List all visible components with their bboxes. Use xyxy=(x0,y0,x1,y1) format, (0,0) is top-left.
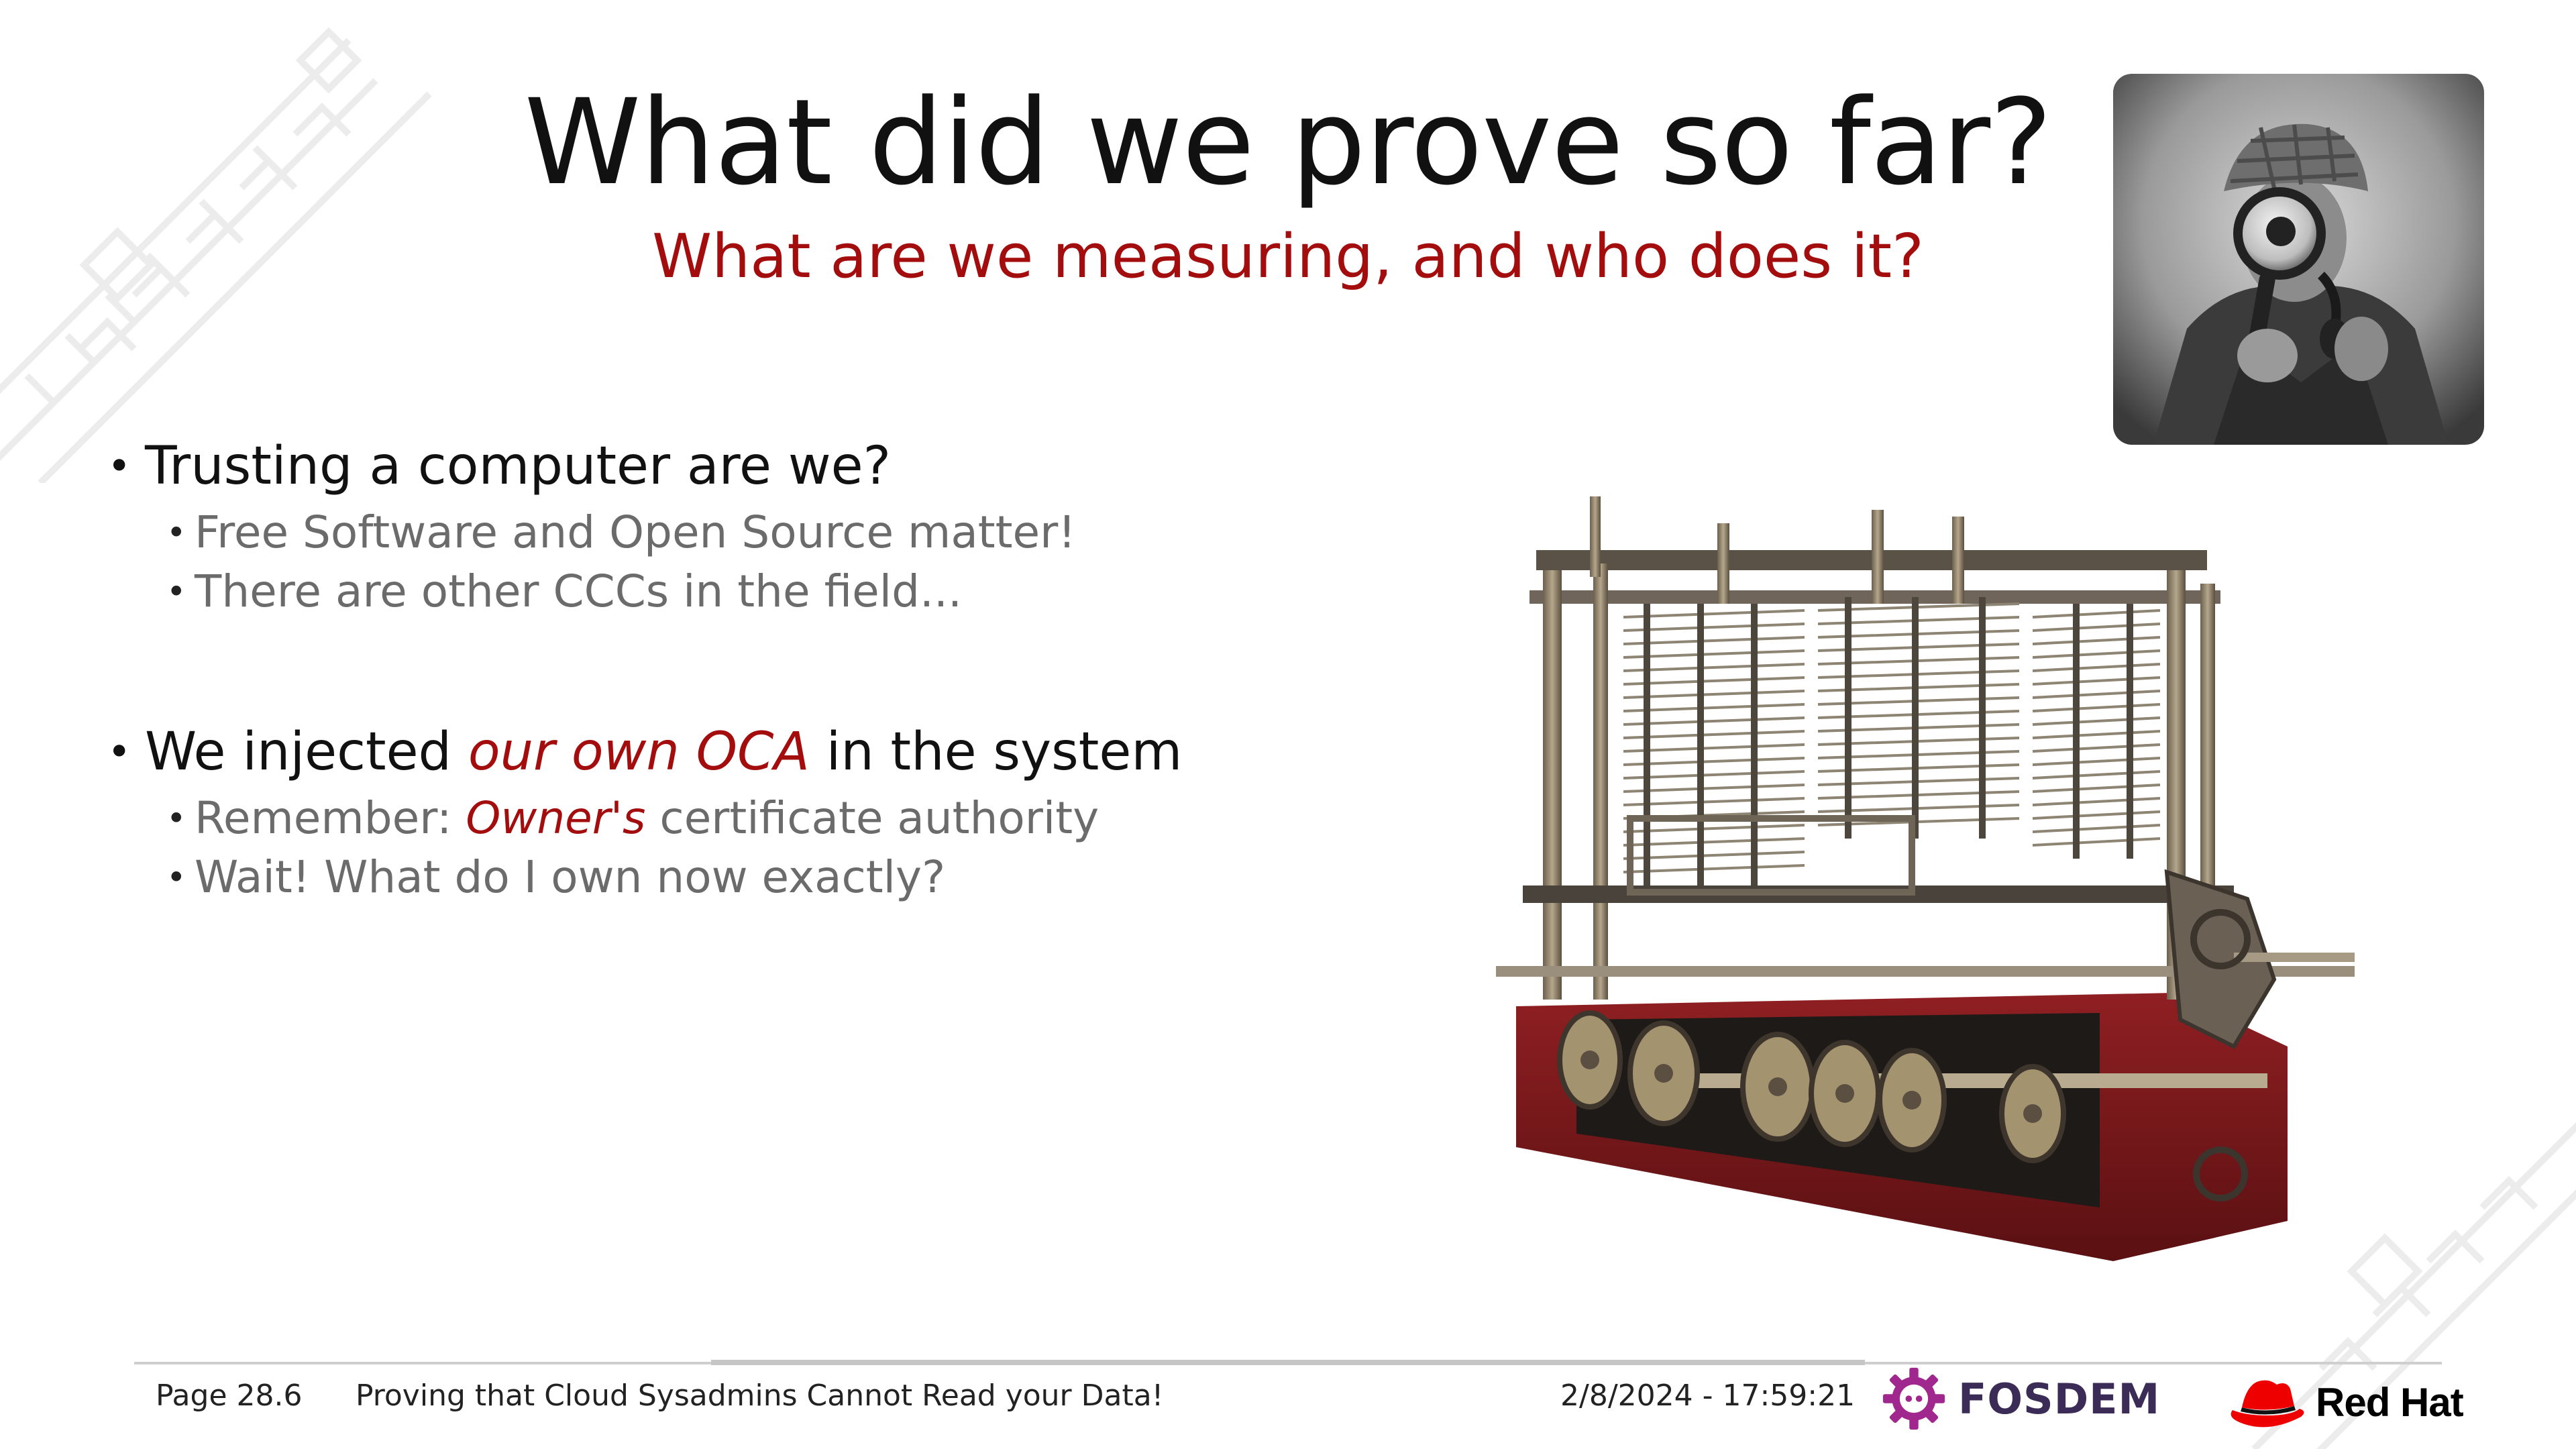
bullet-injected-oca-emphasis: our own OCA xyxy=(468,722,810,782)
footer-talk-title: Proving that Cloud Sysadmins Cannot Read… xyxy=(356,1379,1164,1413)
sub-bullet-other-cccs: There are other CCCs in the field... xyxy=(107,562,1449,621)
redhat-logo: Red Hat xyxy=(2227,1368,2464,1436)
sub-bullet-wait-what: Wait! What do I own now exactly? xyxy=(107,848,1449,907)
sub-bullet-free-software: Free Software and Open Source matter! xyxy=(107,503,1449,562)
fosdem-gear-icon xyxy=(1882,1367,1945,1430)
bullet-injected-oca-before: We injected xyxy=(145,722,468,782)
sub-bullet-remember-emphasis: Owner's xyxy=(466,792,646,844)
bullet-trusting-computer: Trusting a computer are we? xyxy=(107,429,1449,503)
footer-page-number: Page 28.6 xyxy=(156,1379,303,1413)
redhat-logo-text: Red Hat xyxy=(2316,1379,2464,1425)
slide-subtitle: What are we measuring, and who does it? xyxy=(652,221,1924,292)
sub-bullet-remember-owner: Remember: Owner's certificate authority xyxy=(107,789,1449,848)
analytical-engine-image xyxy=(1496,496,2355,1261)
decorative-pattern-top-left xyxy=(0,27,432,483)
fosdem-logo: FOSDEM xyxy=(1882,1362,2160,1436)
footer-progress-bar xyxy=(711,1360,1865,1365)
redhat-fedora-icon xyxy=(2231,1380,2304,1428)
detective-photo xyxy=(2113,74,2484,445)
sub-bullet-remember-after: certificate authority xyxy=(645,792,1099,844)
bullet-list: Trusting a computer are we? Free Softwar… xyxy=(107,429,1449,907)
bullet-injected-oca: We injected our own OCA in the system xyxy=(107,715,1449,789)
slide-title: What did we prove so far? xyxy=(524,74,2052,211)
sub-bullet-remember-before: Remember: xyxy=(195,792,466,844)
bullet-injected-oca-after: in the system xyxy=(809,722,1183,782)
decorative-pattern-bottom-right xyxy=(2251,1122,2576,1449)
fosdem-logo-text: FOSDEM xyxy=(1958,1374,2161,1424)
footer-datetime: 2/8/2024 - 17:59:21 xyxy=(1560,1379,1856,1413)
